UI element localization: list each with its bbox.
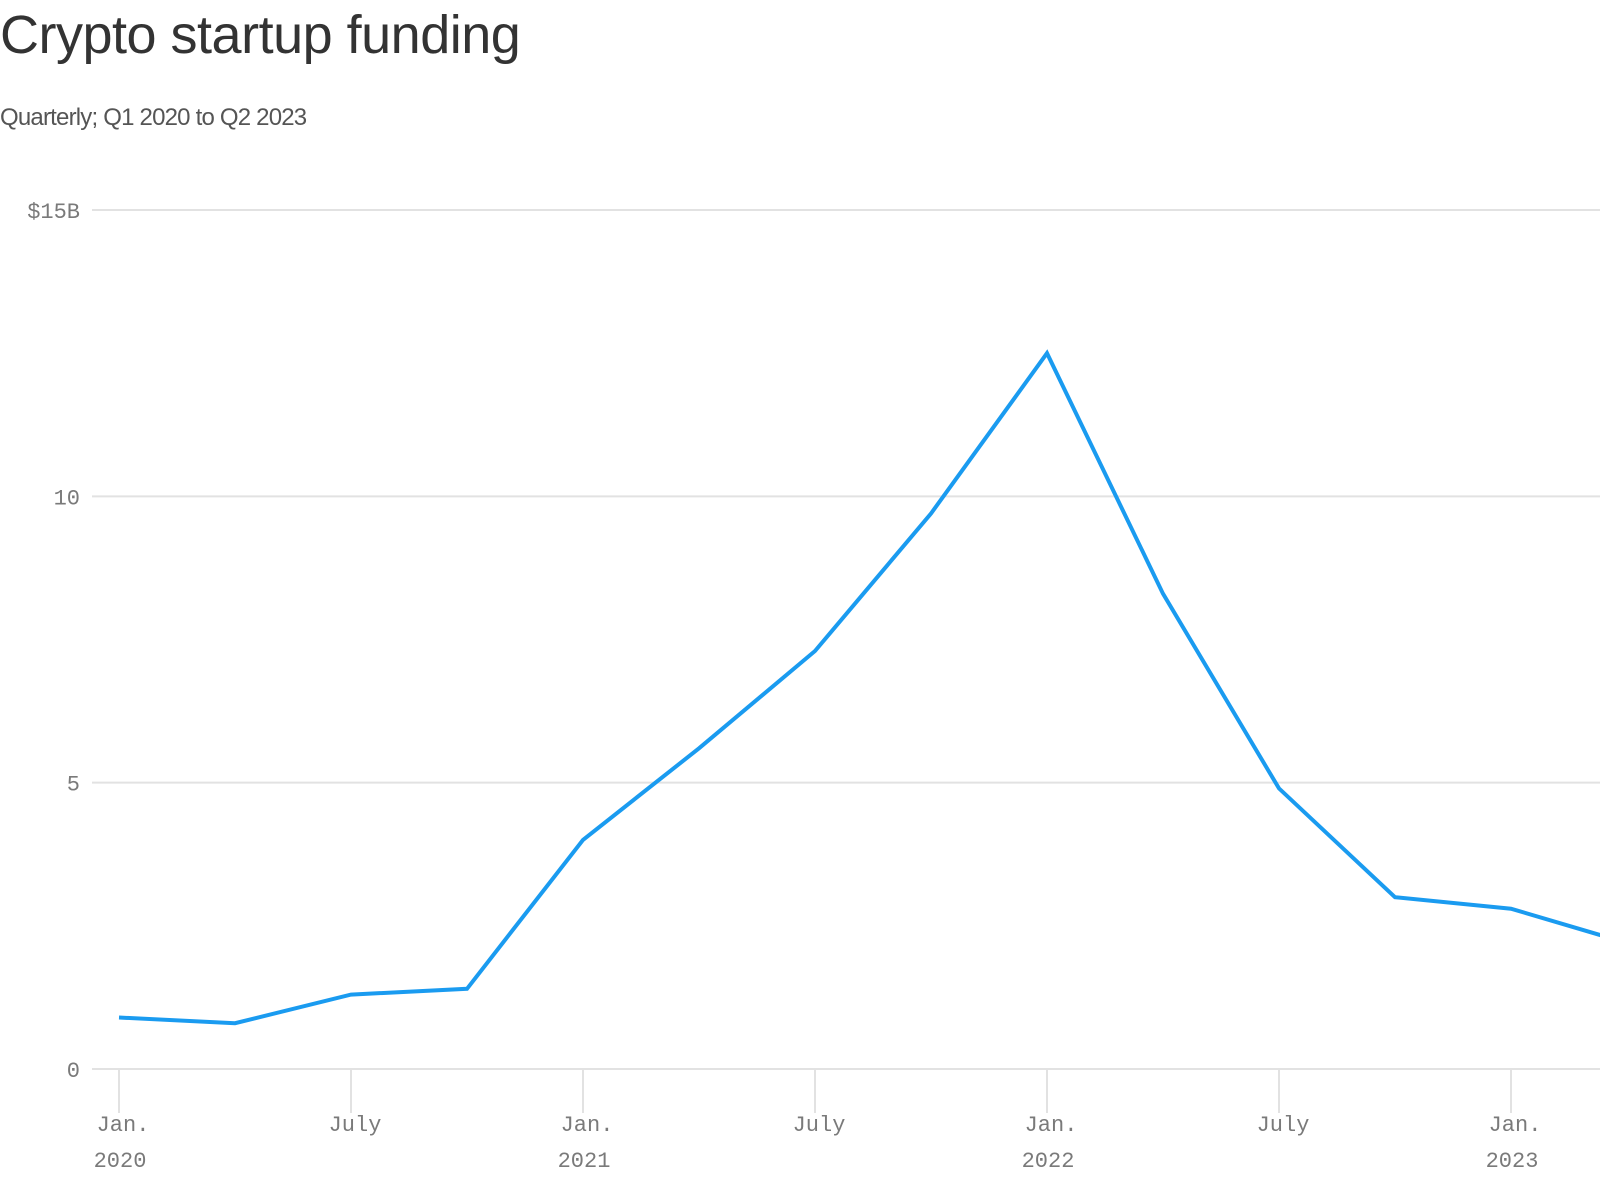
y-tick-label: 0 (67, 1059, 80, 1084)
x-tick-year-label: 2021 (558, 1149, 611, 1174)
x-tick-label: July (1257, 1113, 1310, 1138)
x-tick-label: July (329, 1113, 382, 1138)
series-line (118, 349, 1600, 1026)
x-tick-label: Jan. (1489, 1113, 1542, 1138)
y-tick-label: $15B (27, 200, 80, 225)
x-tick-year-label: 2023 (1486, 1149, 1539, 1174)
data-series (118, 349, 1600, 1026)
chart-subtitle: Quarterly; Q1 2020 to Q2 2023 (0, 104, 307, 131)
y-tick-label: 5 (67, 773, 80, 798)
x-tick-label: Jan. (561, 1113, 614, 1138)
y-axis: 0 5 10 $15B (27, 200, 80, 1084)
x-tick-label: Jan. (1025, 1113, 1078, 1138)
y-tick-label: 10 (54, 486, 80, 511)
x-axis: Jan. 2020 July Jan. 2021 July Jan. 2022 July Jan.… (94, 1069, 1542, 1174)
x-tick-year-label: 2022 (1022, 1149, 1075, 1174)
gridlines (92, 209, 1600, 1070)
x-tick-label: July (793, 1113, 846, 1138)
x-tick-label: Jan. (97, 1113, 150, 1138)
chart-title: Crypto startup funding (0, 5, 521, 65)
x-tick-year-label: 2020 (94, 1149, 147, 1174)
